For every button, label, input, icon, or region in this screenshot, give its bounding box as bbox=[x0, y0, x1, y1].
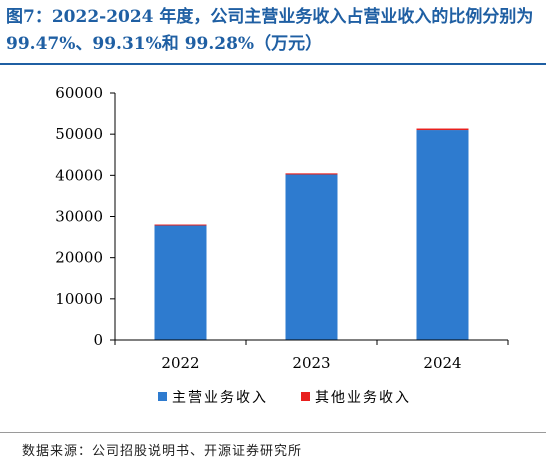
y-tick-label: 30000 bbox=[55, 208, 103, 226]
chart-title: 图7：2022-2024 年度，公司主营业务收入占营业收入的比例分别为 99.4… bbox=[6, 7, 534, 54]
source-divider bbox=[0, 432, 546, 433]
legend-swatch-main bbox=[158, 392, 167, 401]
stacked-bar-chart: 0 10000 20000 30000 40000 50000 60000 2022 2023 2… bbox=[55, 84, 509, 406]
bar-other-2023 bbox=[285, 173, 338, 175]
bar-main-2022 bbox=[154, 225, 207, 340]
x-tick-label: 2023 bbox=[292, 354, 330, 372]
y-tick-label: 10000 bbox=[55, 290, 103, 308]
y-tick-label: 40000 bbox=[55, 166, 103, 184]
legend-label-main: 主营业务收入 bbox=[172, 390, 268, 406]
legend-swatch-other bbox=[301, 392, 310, 401]
y-tick-label: 50000 bbox=[55, 125, 103, 143]
x-tick-label: 2024 bbox=[423, 354, 461, 372]
bar-other-2022 bbox=[154, 224, 207, 226]
bar-other-2024 bbox=[416, 128, 469, 131]
title-divider bbox=[0, 63, 546, 65]
x-tick-label: 2022 bbox=[161, 354, 199, 372]
legend-label-other: 其他业务收入 bbox=[315, 390, 411, 406]
y-tick-label: 60000 bbox=[55, 84, 103, 102]
y-tick-label: 20000 bbox=[55, 249, 103, 267]
bar-main-2023 bbox=[285, 174, 338, 340]
y-tick-label: 0 bbox=[93, 331, 103, 349]
bar-main-2024 bbox=[416, 130, 469, 340]
source-note: 数据来源：公司招股说明书、开源证券研究所 bbox=[22, 444, 303, 459]
